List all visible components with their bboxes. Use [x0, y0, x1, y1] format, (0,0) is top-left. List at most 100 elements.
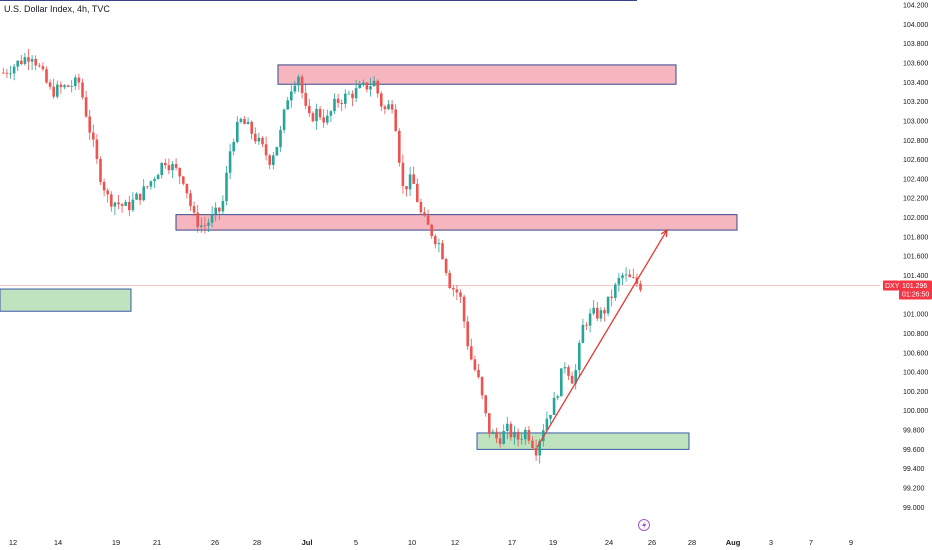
x-tick-label: 5 — [354, 538, 358, 547]
candle-body — [606, 296, 610, 314]
candle-down — [92, 124, 95, 148]
candle-body — [225, 172, 228, 202]
y-tick-label: 104.200 — [903, 3, 928, 10]
candle-up — [621, 272, 624, 286]
candle-body — [12, 66, 16, 74]
candle-body — [160, 162, 163, 175]
candle-body — [200, 225, 203, 227]
candle-body — [167, 165, 171, 171]
candle-down — [570, 371, 574, 384]
candle-down — [189, 190, 192, 211]
candle-up — [236, 116, 239, 144]
candle-up — [135, 192, 138, 200]
candle-body — [110, 194, 113, 207]
x-tick-label: Jul — [302, 538, 313, 547]
candle-body — [585, 324, 588, 326]
candle-down — [444, 257, 448, 276]
candle-body — [272, 155, 275, 165]
candle-down — [243, 116, 246, 125]
resistance-zone — [277, 64, 677, 85]
countdown-label: 01:26:50 — [902, 292, 929, 299]
candle-body — [16, 60, 19, 67]
candle-body — [88, 116, 91, 133]
candle-body — [128, 201, 131, 211]
x-axis: 12 14 19 21 26 28 Jul 5 10 12 17 19 24 26 28 Aug 3 7 9 — [9, 538, 853, 547]
candle-body — [495, 431, 498, 439]
candle-body — [131, 199, 135, 211]
candle-down — [639, 280, 642, 293]
candle-body — [106, 190, 109, 195]
candle-body — [347, 93, 351, 95]
candle-body — [293, 85, 297, 92]
candle-down — [459, 289, 462, 304]
trend-layer — [536, 228, 668, 448]
candle-body — [113, 202, 117, 207]
x-tick-label: 19 — [112, 538, 120, 547]
candle-down — [182, 175, 185, 186]
candle-up — [9, 65, 12, 79]
candle-down — [120, 203, 124, 213]
candle-body — [99, 159, 102, 183]
candle-body — [610, 296, 613, 298]
candle-down — [441, 240, 444, 260]
candle-down — [394, 104, 397, 132]
candle-up — [16, 60, 19, 71]
y-tick-label: 102.600 — [903, 157, 928, 164]
candle-up — [286, 96, 289, 110]
candle-body — [102, 182, 106, 191]
candle-body — [135, 193, 138, 200]
candle-up — [30, 55, 34, 70]
candle-up — [329, 110, 333, 122]
candle-down — [383, 104, 387, 115]
trendline-arrowhead — [660, 228, 668, 238]
candle-up — [131, 192, 135, 213]
candle-body — [322, 117, 325, 123]
candle-body — [66, 85, 70, 87]
candle-body — [466, 321, 469, 347]
candle-up — [437, 238, 441, 253]
candle-up — [149, 180, 153, 190]
candle-up — [297, 74, 300, 92]
x-tick-label: 3 — [769, 538, 773, 547]
candle-down — [178, 167, 181, 185]
candle-body — [210, 214, 214, 223]
x-tick-label: 19 — [549, 538, 557, 547]
candle-body — [38, 65, 41, 67]
candle-down — [106, 188, 109, 203]
candle-up — [63, 84, 66, 90]
candle-up — [228, 143, 232, 180]
candle-up — [23, 52, 27, 66]
candle-down — [59, 81, 63, 94]
candle-down — [128, 195, 131, 217]
candle-body — [254, 133, 257, 142]
candle-up — [246, 117, 250, 125]
x-tick-label: 17 — [508, 538, 516, 547]
y-tick-label: 103.600 — [903, 60, 928, 67]
candle-down — [376, 79, 379, 98]
y-tick-label: 102.400 — [903, 176, 928, 183]
candle-body — [614, 284, 617, 298]
candle-up — [56, 80, 59, 99]
candle-body — [218, 207, 221, 212]
candle-down — [20, 54, 23, 66]
candle-up — [344, 89, 347, 109]
candle-body — [23, 57, 27, 65]
candle-body — [329, 111, 333, 116]
candle-body — [538, 441, 541, 456]
candle-body — [581, 324, 585, 343]
candle-body — [624, 274, 628, 276]
candle-body — [5, 72, 9, 74]
candle-up — [113, 201, 117, 216]
candle-body — [390, 104, 394, 110]
candle-body — [45, 69, 48, 83]
candle-body — [365, 82, 369, 90]
candle-down — [110, 191, 113, 212]
y-tick-label: 100.000 — [903, 408, 928, 415]
candle-body — [344, 93, 347, 104]
candle-down — [380, 91, 383, 112]
candle-body — [81, 82, 84, 98]
y-axis: 104.200 104.000 103.800 103.600 103.400 103.2… — [903, 3, 928, 512]
y-tick-label: 101.000 — [903, 312, 928, 319]
x-tick-label: 21 — [153, 538, 161, 547]
